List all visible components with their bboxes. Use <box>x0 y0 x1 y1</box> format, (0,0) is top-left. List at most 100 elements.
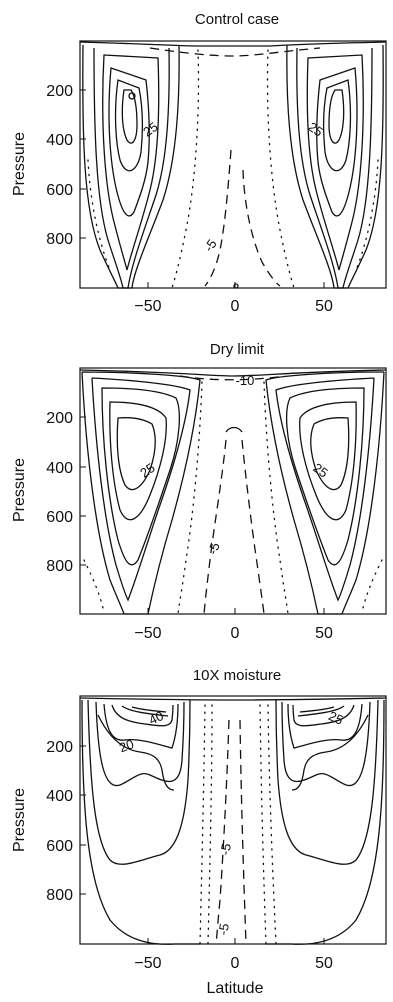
contour-left-5 <box>116 417 156 491</box>
contour-left-3 <box>102 54 160 271</box>
contour-zero-left-2 <box>207 704 213 945</box>
panel-dry-limit: Dry limit Pressure <box>11 341 387 642</box>
contour-right-5 <box>292 704 355 727</box>
contour-left-8 <box>97 714 175 791</box>
contour-right-3 <box>286 387 365 566</box>
x-tick-label: 0 <box>231 955 240 972</box>
contours <box>79 369 387 615</box>
contour-zero-far-left <box>83 559 105 613</box>
contour-left-4 <box>103 703 179 749</box>
contour-labels: 25 25 -5 <box>140 119 326 254</box>
y-tick-label: 400 <box>46 788 73 805</box>
contour-right-4 <box>299 401 357 521</box>
contour-label: 25 <box>140 119 160 140</box>
contour-eq-dashed-1 <box>203 439 227 615</box>
contour-labels: -10 25 25 -5 <box>137 373 331 556</box>
x-ticks: −50 0 50 <box>134 608 333 642</box>
contour-left-center <box>128 92 136 100</box>
contour-left-2 <box>91 377 191 602</box>
x-ticks: −50 0 50 <box>134 282 333 315</box>
y-tick-label: 600 <box>46 509 73 526</box>
contour-right-2 <box>275 377 375 602</box>
contour-eq-dashed-1 <box>215 719 230 945</box>
contour-right-3 <box>306 54 364 271</box>
panel-title: Dry limit <box>210 341 265 358</box>
contour-label: 25 <box>310 460 330 481</box>
contour-label: -10 <box>236 373 255 388</box>
contour-eq-small <box>225 426 243 433</box>
contour-eq-dashed-2 <box>242 169 281 287</box>
contour-zero-left <box>199 704 206 945</box>
contour-right-5 <box>323 79 352 172</box>
contour-zero-right-2 <box>267 704 277 945</box>
y-ticks: 200 400 600 800 <box>46 410 86 575</box>
panel-control-case: Control case Pressure <box>11 11 387 315</box>
y-tick-label: 800 <box>46 558 73 575</box>
contour-label: 25 <box>137 460 157 481</box>
contour-label: -5 <box>215 922 232 936</box>
y-axis-label: Pressure <box>11 458 28 522</box>
x-tick-label: −50 <box>134 298 161 315</box>
contour-left-2 <box>87 699 191 865</box>
x-tick-label: −50 <box>134 625 161 642</box>
contour-eq-dashed-2 <box>239 719 247 945</box>
contour-top-layer <box>79 697 387 701</box>
x-tick-label: −50 <box>134 955 161 972</box>
contour-zero-far-left <box>87 159 111 271</box>
contour-eq-dashed-2 <box>241 439 265 615</box>
x-axis-label: Latitude <box>207 980 264 997</box>
x-tick-label: 0 <box>231 298 240 315</box>
contour-label: -5 <box>205 540 223 556</box>
panel-title: 10X moisture <box>193 667 281 684</box>
y-tick-label: 800 <box>46 887 73 904</box>
y-tick-label: 400 <box>46 460 73 477</box>
contour-label: -5 <box>201 236 220 254</box>
contour-left-1 <box>81 371 201 615</box>
contour-label: 25 <box>326 708 345 728</box>
contour-label: 25 <box>305 119 325 140</box>
contour-zero-right <box>259 704 267 945</box>
x-tick-label: 0 <box>231 625 240 642</box>
contour-label: 20 <box>117 736 136 755</box>
y-tick-label: 200 <box>46 739 73 756</box>
contours <box>79 697 387 945</box>
y-tick-label: 600 <box>46 182 73 199</box>
contour-right-4 <box>287 703 363 749</box>
y-axis-label: Pressure <box>11 788 28 852</box>
x-tick-label: 50 <box>315 298 333 315</box>
contour-left-6 <box>121 705 169 717</box>
y-tick-label: 800 <box>46 231 73 248</box>
contour-zero-left <box>177 381 203 615</box>
contour-right-5 <box>310 417 350 491</box>
contour-zero-far-right <box>361 559 383 613</box>
contour-top-dashed <box>149 47 321 57</box>
y-ticks: 200 400 600 800 <box>46 83 86 248</box>
y-tick-label: 200 <box>46 410 73 427</box>
contour-left-7 <box>131 706 167 713</box>
contour-top-layer <box>79 41 387 47</box>
contour-left-3 <box>101 387 180 566</box>
contour-zero-right <box>263 381 289 615</box>
contour-right-6 <box>297 705 345 717</box>
contour-left-4 <box>109 401 167 521</box>
contour-top-layer <box>79 369 387 377</box>
contour-right-8 <box>291 714 369 791</box>
y-axis-label: Pressure <box>11 132 28 196</box>
contour-labels: 40 20 25 -5 -5 <box>117 708 346 936</box>
y-tick-label: 400 <box>46 132 73 149</box>
panel-title: Control case <box>195 11 279 28</box>
plot-frame <box>79 367 387 615</box>
contour-left-5 <box>114 79 143 172</box>
panel-10x-moisture: 10X moisture Pressure <box>11 667 387 997</box>
x-tick-label: 50 <box>315 625 333 642</box>
contour-right-7 <box>299 706 335 713</box>
y-ticks: 200 400 600 800 <box>46 739 86 904</box>
contour-label: 40 <box>146 708 165 728</box>
contour-zero-right <box>266 49 295 289</box>
y-tick-label: 200 <box>46 83 73 100</box>
contour-eq-dashed-1 <box>204 149 232 287</box>
contour-left-3 <box>95 701 185 787</box>
contour-label: -5 <box>217 842 234 856</box>
contour-right-6 <box>328 89 345 144</box>
y-tick-label: 600 <box>46 838 73 855</box>
